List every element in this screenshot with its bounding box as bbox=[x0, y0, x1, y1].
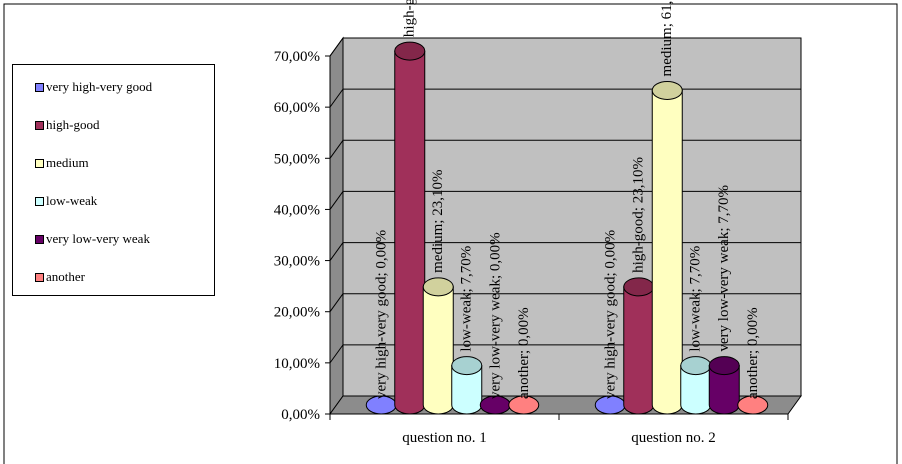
y-tick-label: 0,00% bbox=[281, 407, 320, 423]
legend-swatch bbox=[35, 234, 44, 244]
legend-label: medium bbox=[46, 155, 89, 170]
bar-cylinder-body bbox=[422, 286, 454, 415]
legend-item: very high-very good bbox=[35, 79, 152, 95]
bar-cylinder-base bbox=[508, 395, 540, 415]
bar-cylinder-top bbox=[708, 356, 740, 376]
legend-label: very high-very good bbox=[46, 79, 153, 94]
data-label: high-good; 69,20% bbox=[402, 0, 418, 37]
y-tick-label: 50,00% bbox=[274, 151, 320, 167]
legend-label: low-weak bbox=[46, 193, 98, 208]
y-tick-label: 30,00% bbox=[274, 254, 320, 270]
legend-swatch bbox=[35, 272, 44, 282]
x-tick-label: question no. 2 bbox=[631, 430, 716, 446]
gridline-side bbox=[329, 344, 344, 364]
gridline-side bbox=[329, 191, 344, 210]
bar-cylinder-top bbox=[651, 80, 683, 100]
data-label: another; 0,00% bbox=[516, 307, 532, 399]
data-label: very low-very weak; 7,70% bbox=[716, 185, 732, 352]
data-label: very high-very good; 0,00% bbox=[373, 230, 389, 399]
legend-item: high-good bbox=[35, 117, 99, 133]
y-tick-label: 40,00% bbox=[274, 202, 320, 218]
bar-cylinder-top bbox=[422, 277, 454, 297]
bar-cylinder-body bbox=[651, 89, 683, 415]
data-label: another; 0,00% bbox=[745, 307, 761, 399]
y-tick-label: 70,00% bbox=[274, 49, 320, 65]
legend-item: medium bbox=[35, 155, 89, 171]
data-label: very low-very weak; 0,00% bbox=[487, 232, 503, 399]
bar-cylinder-body bbox=[394, 50, 426, 415]
bar-cylinder-top bbox=[394, 41, 426, 61]
legend-item: another bbox=[35, 269, 85, 285]
data-label: medium; 61,50% bbox=[659, 0, 675, 76]
legend-label: very low-very weak bbox=[46, 231, 150, 246]
legend-item: low-weak bbox=[35, 193, 97, 209]
y-tick-label: 20,00% bbox=[274, 305, 320, 321]
gridline-side bbox=[329, 242, 344, 261]
bar-cylinder-top bbox=[451, 356, 483, 376]
data-label: low-weak; 7,70% bbox=[459, 246, 475, 352]
y-tick-label: 10,00% bbox=[274, 356, 320, 372]
bar-cylinder-body bbox=[623, 286, 655, 415]
chart-frame bbox=[3, 3, 898, 464]
legend: very high-very good high-good medium low… bbox=[12, 64, 215, 296]
legend-item: very low-very weak bbox=[35, 231, 150, 247]
legend-swatch bbox=[35, 120, 44, 130]
gridline-side bbox=[329, 139, 344, 159]
bar-cylinder-base bbox=[737, 395, 769, 415]
bar-cylinder-top bbox=[623, 277, 655, 297]
data-label: high-good; 23,10% bbox=[631, 157, 647, 273]
gridline-side bbox=[329, 88, 344, 108]
data-label: medium; 23,10% bbox=[430, 170, 446, 273]
legend-swatch bbox=[35, 158, 44, 168]
legend-label: high-good bbox=[46, 117, 100, 132]
y-tick-label: 60,00% bbox=[274, 100, 320, 116]
gridline-side bbox=[329, 293, 344, 313]
data-label: low-weak; 7,70% bbox=[688, 246, 704, 352]
legend-label: another bbox=[46, 269, 85, 284]
bar-cylinder-top bbox=[680, 356, 712, 376]
legend-swatch bbox=[35, 82, 44, 92]
gridline-side bbox=[329, 37, 344, 57]
legend-swatch bbox=[35, 196, 44, 206]
plot-side-wall bbox=[329, 36, 344, 416]
x-tick-label: question no. 1 bbox=[402, 430, 487, 446]
data-label: very high-very good; 0,00% bbox=[602, 230, 618, 399]
